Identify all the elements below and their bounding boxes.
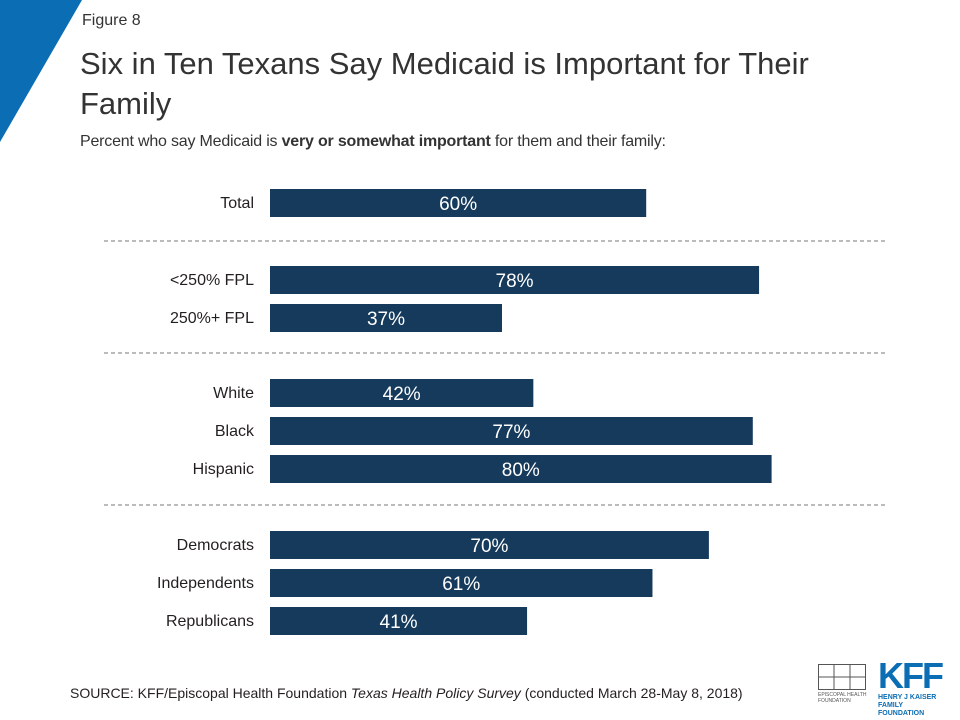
subtitle-text: Percent who say Medicaid is [80, 133, 282, 150]
source-survey-name: Texas Health Policy Survey [350, 685, 521, 701]
bar [270, 189, 647, 217]
bar [270, 266, 760, 294]
category-label: Independents [157, 575, 254, 592]
corner-accent [0, 0, 82, 142]
bar-value-label: 78% [496, 271, 534, 292]
subtitle-text-end: for them and their family: [490, 133, 666, 150]
bar-value-label: 37% [367, 309, 405, 330]
bar [270, 379, 534, 407]
bar [270, 304, 502, 332]
category-label: White [213, 385, 254, 402]
bar [270, 607, 528, 635]
category-label: Democrats [177, 537, 254, 554]
bar [270, 455, 772, 483]
bar [270, 531, 709, 559]
category-label: 250%+ FPL [170, 310, 254, 327]
source-text: SOURCE: KFF/Episcopal Health Foundation [70, 685, 351, 701]
source-note: SOURCE: KFF/Episcopal Health Foundation … [70, 685, 743, 701]
bar-value-label: 60% [439, 194, 477, 215]
category-label: Total [220, 195, 254, 212]
chart-title: Six in Ten Texans Say Medicaid is Import… [80, 46, 809, 121]
kff-logo-mark: KFF [878, 655, 944, 696]
category-label: <250% FPL [170, 272, 254, 289]
chart-subtitle: Percent who say Medicaid is very or some… [80, 133, 666, 151]
kff-logo: KFF HENRY J KAISER FAMILY FOUNDATION [878, 655, 948, 718]
bar-value-label: 80% [502, 460, 540, 481]
ehf-logo-mark [818, 664, 866, 690]
episcopal-health-foundation-logo: EPISCOPAL HEALTH FOUNDATION [818, 664, 870, 708]
bar-value-label: 70% [470, 536, 508, 557]
subtitle-emphasis: very or somewhat important [281, 133, 491, 150]
kff-logo-text: HENRY J KAISER FAMILY FOUNDATION [878, 694, 937, 717]
bar-value-label: 42% [383, 384, 421, 405]
category-label: Black [215, 423, 255, 440]
source-dates: (conducted March 28-May 8, 2018) [520, 685, 743, 701]
bar [270, 569, 653, 597]
bar-value-label: 77% [492, 422, 530, 443]
category-label: Republicans [166, 613, 254, 630]
bar [270, 417, 753, 445]
bar-value-label: 41% [380, 612, 418, 633]
figure-label: Figure 8 [82, 12, 141, 29]
ehf-logo-text: EPISCOPAL HEALTH FOUNDATION [818, 692, 867, 704]
category-label: Hispanic [193, 461, 254, 478]
bar-value-label: 61% [442, 574, 480, 595]
